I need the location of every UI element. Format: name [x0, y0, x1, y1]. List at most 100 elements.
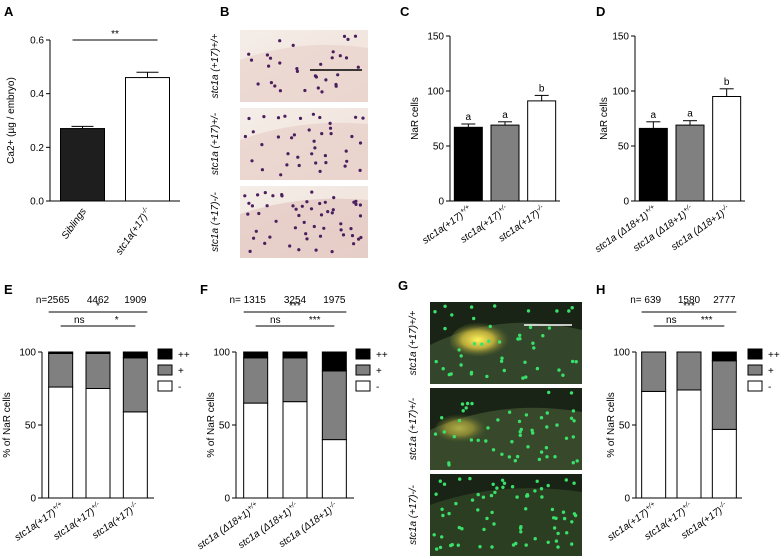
cell-dot	[564, 436, 569, 440]
cell-dot	[501, 485, 505, 489]
cell-dot	[555, 423, 559, 427]
cell-dot	[570, 542, 574, 546]
cell-dot	[278, 89, 282, 93]
chart-e-legend-swatch	[157, 380, 173, 392]
cell-dot	[339, 222, 343, 226]
cell-dot	[330, 250, 334, 254]
cell-dot	[358, 141, 363, 145]
cell-dot	[247, 116, 251, 121]
cell-dot	[491, 448, 496, 452]
cell-dot	[461, 409, 465, 413]
chart-d-bar	[638, 127, 668, 202]
panel-label-c: C	[400, 4, 410, 19]
cell-dot	[350, 234, 355, 238]
cell-dot	[460, 527, 464, 531]
cell-dot	[572, 419, 576, 423]
chart-e-bar-segment-plus	[122, 357, 148, 413]
cell-dot	[464, 406, 468, 410]
cell-dot	[279, 173, 283, 177]
cell-dot	[305, 200, 309, 204]
cell-dot	[469, 372, 474, 376]
cell-dot	[342, 34, 347, 39]
cell-dot	[515, 454, 520, 459]
chart-a-category-label: Siblings	[60, 206, 89, 241]
cell-dot	[555, 309, 559, 313]
cell-dot	[330, 211, 334, 215]
chart-h-bar-segment-plus	[711, 360, 737, 430]
panel-label-h: H	[596, 282, 605, 297]
cell-dot	[248, 249, 252, 253]
cell-dot	[489, 493, 494, 498]
cell-dot	[524, 413, 529, 417]
chart-e-bar-segment-minus	[122, 411, 148, 499]
chart-f-bar-segment-plusplus	[321, 351, 347, 372]
cell-dot	[470, 498, 475, 502]
cell-dot	[278, 39, 282, 43]
chart-f-n-label: 1975	[323, 295, 346, 306]
chart-d-bar	[675, 124, 705, 202]
cell-dot	[326, 210, 330, 214]
chart-e-y-axis-label: % of NaR cells	[2, 392, 13, 458]
cell-dot	[433, 310, 437, 314]
nar-cells-g	[432, 304, 579, 551]
cell-dot	[343, 164, 347, 168]
cell-dot	[450, 313, 454, 317]
cell-dot	[478, 545, 482, 549]
cell-dot	[269, 81, 273, 85]
cell-dot	[547, 326, 552, 330]
chart-e-bracket-label: ns	[74, 315, 85, 326]
chart-c-y-axis-label: NaR cells	[410, 97, 421, 140]
cell-dot	[564, 478, 568, 482]
cell-dot	[350, 134, 354, 139]
cell-dot	[265, 53, 269, 57]
cell-dot	[256, 193, 260, 197]
chart-e-y-tick-label: 50	[25, 421, 37, 432]
cell-dot	[247, 201, 251, 205]
chart-d-group-letter: b	[724, 77, 730, 88]
cell-dot	[570, 359, 575, 364]
cell-dot	[521, 376, 525, 380]
chart-f-legend-label: ++	[376, 350, 388, 361]
cell-dot	[499, 359, 504, 363]
cell-dot	[318, 201, 322, 206]
cell-dot	[344, 149, 348, 153]
cell-dot	[569, 391, 574, 395]
cell-dot	[298, 116, 303, 120]
cell-dot	[547, 390, 551, 395]
cell-dot	[341, 233, 346, 237]
cell-dot	[518, 333, 522, 337]
cell-dot	[352, 200, 356, 204]
panel-label-g: G	[398, 278, 408, 293]
cell-dot	[491, 482, 495, 486]
chart-f-n-label: n= 1315	[229, 295, 266, 306]
cell-dot	[294, 207, 298, 211]
cell-dot	[533, 489, 537, 493]
cell-dot	[487, 339, 491, 343]
chart-h-legend-label: -	[768, 382, 771, 393]
cell-dot	[339, 228, 343, 232]
cell-dot	[472, 342, 477, 346]
cell-dot	[457, 525, 461, 530]
cell-dot	[330, 56, 334, 60]
cell-dot	[546, 483, 550, 488]
cell-dot	[500, 478, 505, 482]
chart-f-bar-segment-minus	[243, 402, 269, 499]
cell-dot	[518, 430, 522, 434]
cell-dot	[523, 360, 527, 364]
cell-dot	[493, 490, 497, 495]
cell-dot	[554, 539, 559, 543]
cell-dot	[539, 450, 544, 454]
panel-label-e: E	[4, 282, 13, 297]
cell-dot	[302, 220, 306, 224]
cell-dot	[502, 481, 507, 485]
cell-dot	[263, 191, 267, 195]
cell-dot	[570, 520, 574, 524]
cell-dot	[557, 368, 561, 372]
chart-d-category-label: stc1a (Δ18+1)+/-	[631, 203, 697, 254]
chart-f-bar-segment-minus	[321, 439, 347, 499]
chart-d-group-letter: a	[687, 109, 693, 120]
cell-dot	[303, 88, 307, 93]
cell-dot	[332, 196, 336, 200]
chart-f-bar-segment-plus	[321, 370, 347, 441]
cell-dot	[438, 479, 442, 483]
